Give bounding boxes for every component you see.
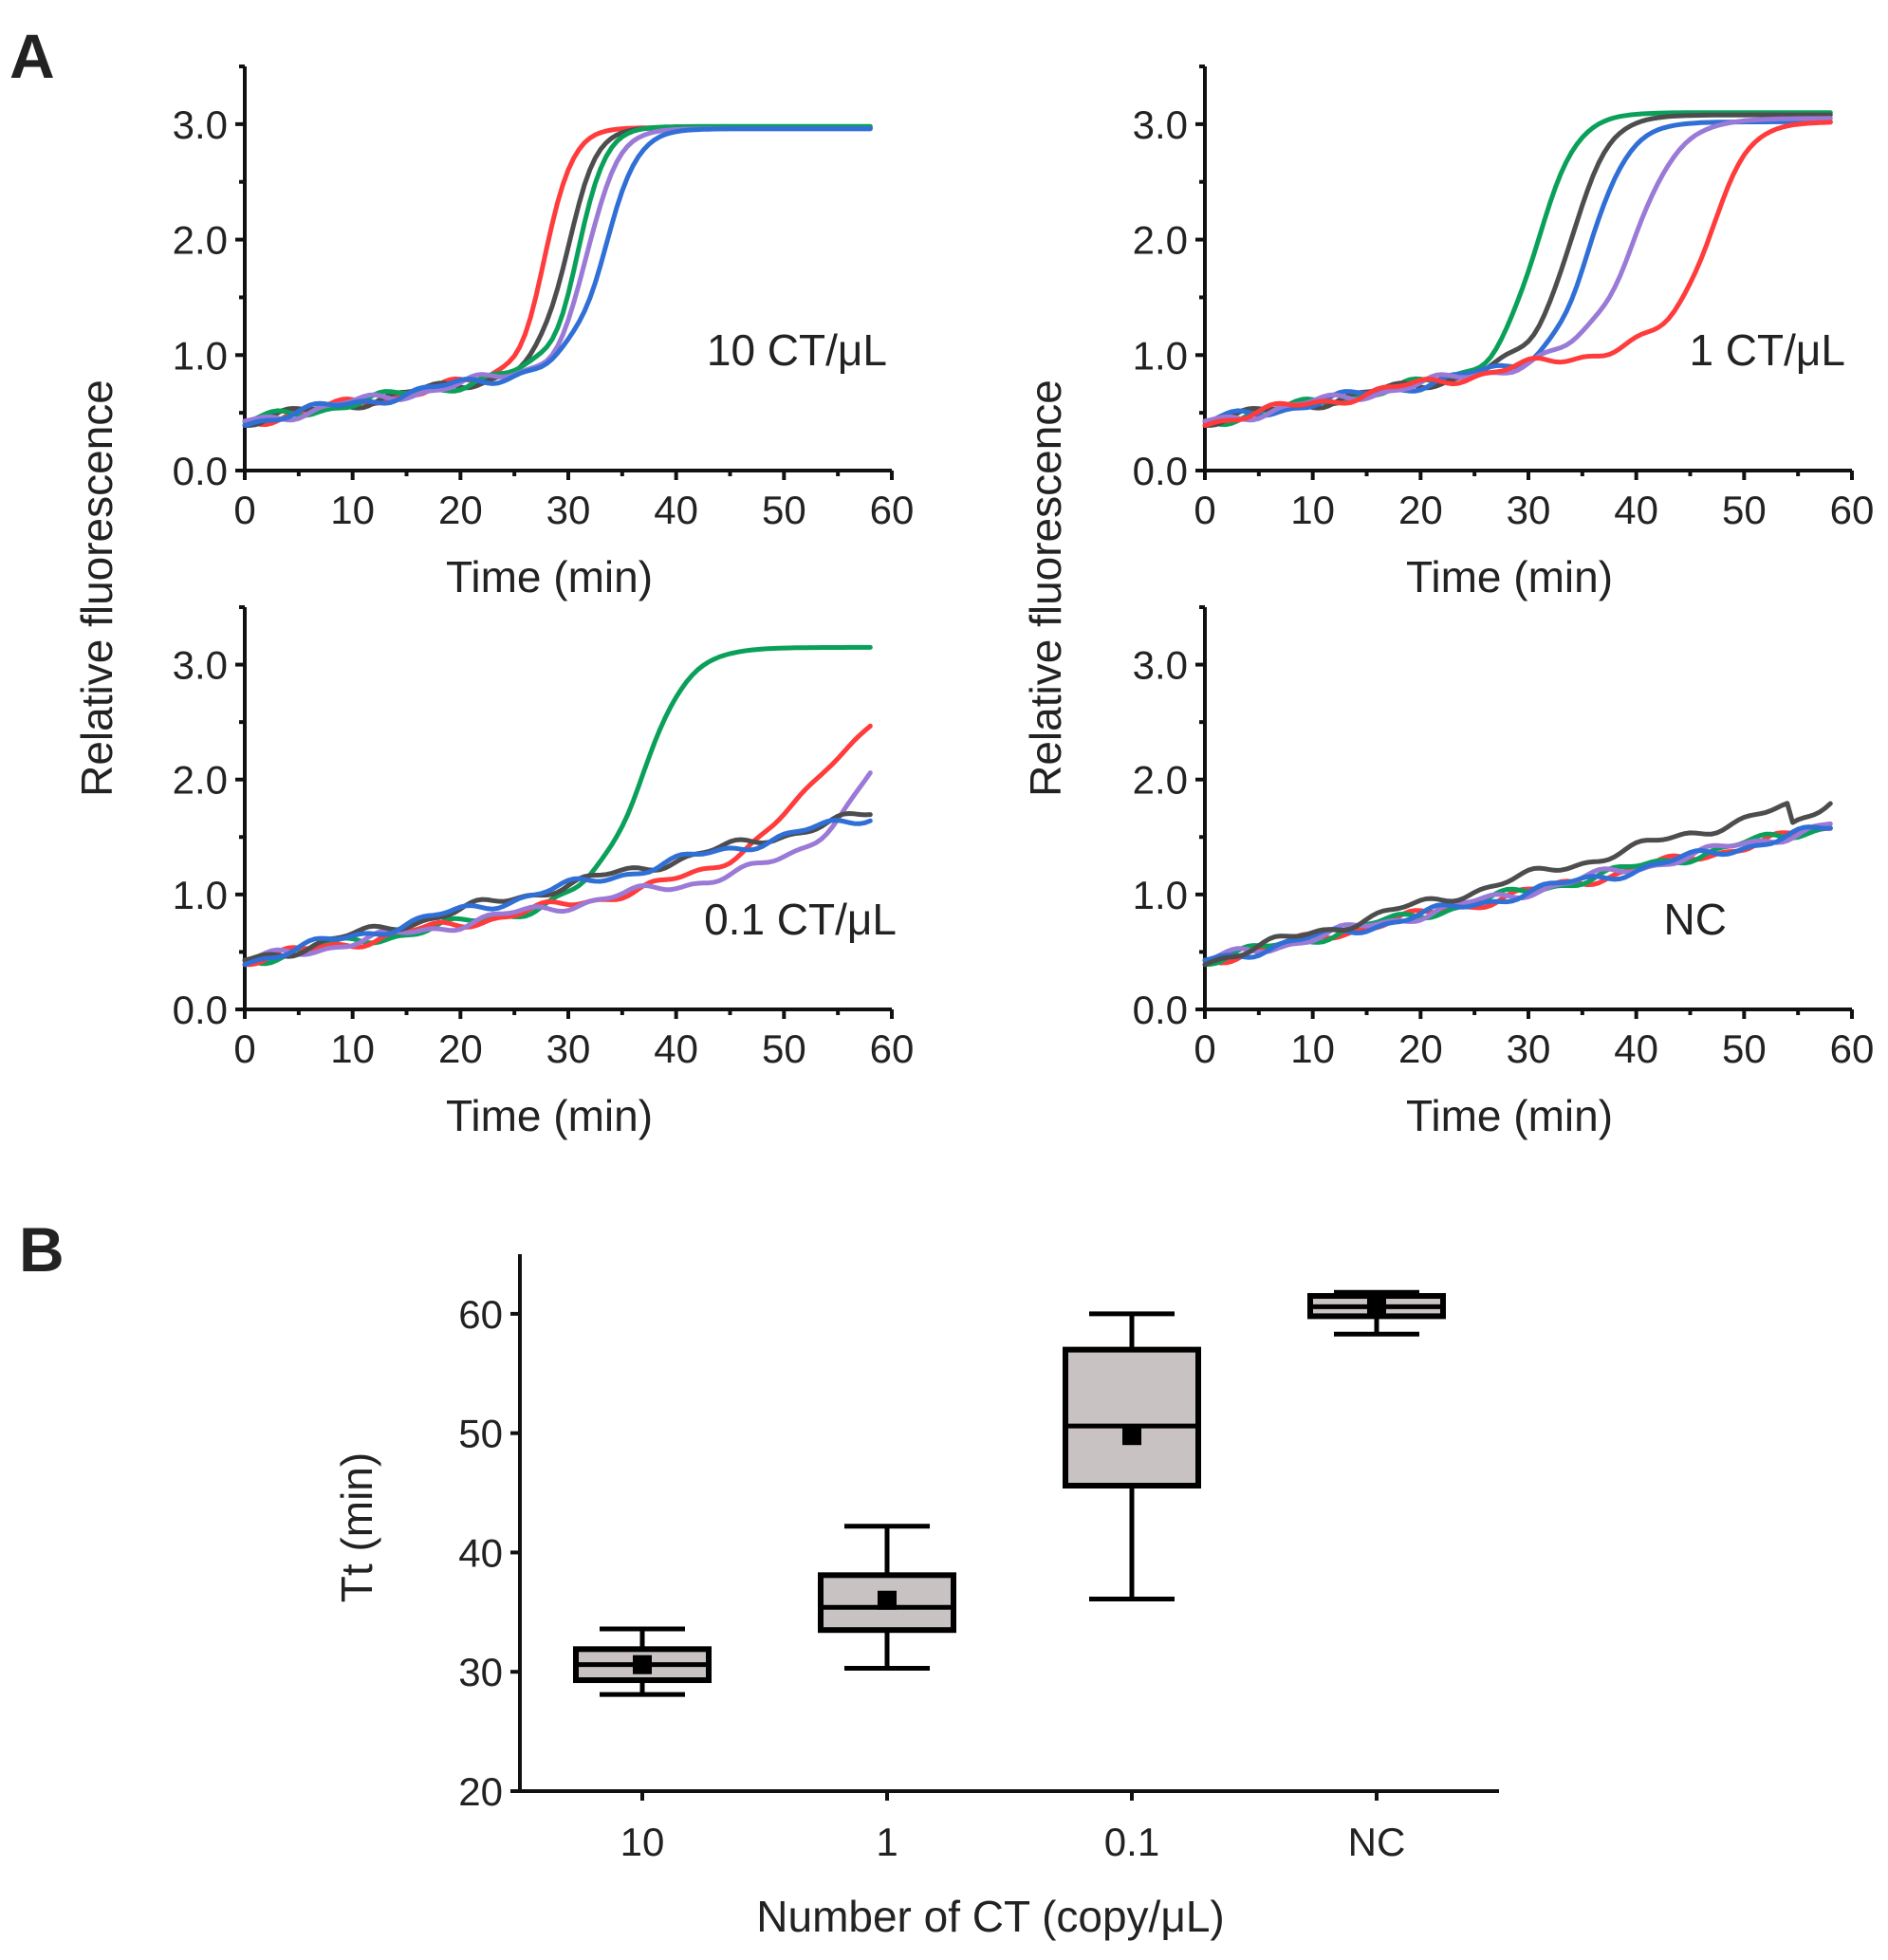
concentration-annotation: 0.1 CT/μL xyxy=(704,895,897,944)
concentration-annotation: 10 CT/μL xyxy=(707,325,887,375)
x-tick-label: 50 xyxy=(762,488,806,532)
x-axis-label: Time (min) xyxy=(446,552,653,601)
x-tick-label: 50 xyxy=(1722,1026,1767,1071)
mean-marker xyxy=(633,1655,652,1674)
y-axis-label: Relative fluorescence xyxy=(72,379,121,797)
x-tick-label: 40 xyxy=(1614,488,1658,532)
x-tick-label: NC xyxy=(1348,1820,1406,1864)
y-tick-label: 2.0 xyxy=(1133,218,1188,263)
x-tick-label: 1 xyxy=(876,1820,898,1864)
panel-label-a: A xyxy=(9,21,55,91)
x-tick-label: 20 xyxy=(1398,488,1443,532)
y-tick-label: 3.0 xyxy=(1133,102,1188,147)
mean-marker xyxy=(1122,1426,1141,1446)
y-tick-label: 3.0 xyxy=(173,102,228,147)
series-line-red xyxy=(242,125,873,427)
y-tick-label: 0.0 xyxy=(173,988,228,1032)
concentration-annotation: NC xyxy=(1664,895,1727,944)
y-tick-label: 2.0 xyxy=(173,758,228,803)
x-tick-label: 0 xyxy=(233,1026,255,1071)
y-axis-label: Tt (min) xyxy=(332,1452,381,1602)
x-tick-label: 60 xyxy=(1830,488,1875,532)
y-axis-label: Relative fluorescence xyxy=(1021,379,1070,797)
panel-label-b: B xyxy=(19,1214,65,1285)
mean-marker xyxy=(1367,1297,1386,1317)
x-tick-label: 10 xyxy=(620,1820,665,1864)
x-tick-label: 60 xyxy=(870,1026,915,1071)
x-tick-label: 10 xyxy=(1290,1026,1335,1071)
x-tick-label: 10 xyxy=(330,1026,375,1071)
y-tick-label: 3.0 xyxy=(1133,643,1188,688)
chart-a2: 0 10 20 30 40 50 60 0.0 1.0 2.0 3.0 Time (min) Relat… xyxy=(1021,65,1875,797)
y-tick-label: 2.0 xyxy=(1133,758,1188,803)
x-tick-label: 20 xyxy=(438,488,483,532)
series-line-black xyxy=(1202,801,1833,968)
x-tick-label: 40 xyxy=(654,1026,698,1071)
x-axis-label: Time (min) xyxy=(446,1091,653,1140)
x-tick-label: 30 xyxy=(1507,1026,1551,1071)
x-tick-label: 60 xyxy=(1830,1026,1875,1071)
x-tick-label: 40 xyxy=(654,488,698,532)
x-tick-label: 0 xyxy=(1194,488,1215,532)
iqr-box xyxy=(1063,1346,1201,1489)
x-tick-label: 50 xyxy=(1722,488,1767,532)
x-tick-label: 10 xyxy=(330,488,375,532)
series-line-purple xyxy=(242,770,873,964)
x-tick-label: 50 xyxy=(762,1026,806,1071)
y-tick-label: 1.0 xyxy=(173,333,228,378)
x-tick-label: 0.1 xyxy=(1104,1820,1159,1864)
mean-marker xyxy=(878,1590,897,1610)
series-line-blue xyxy=(1202,824,1833,963)
series-line-blue xyxy=(242,126,873,428)
x-tick-label: 30 xyxy=(546,1026,591,1071)
x-tick-label: 30 xyxy=(546,488,591,532)
x-axis-label: Time (min) xyxy=(1406,552,1613,601)
series-line-black xyxy=(1202,112,1833,428)
y-tick-label: 1.0 xyxy=(173,873,228,917)
y-tick-label: 60 xyxy=(458,1292,503,1337)
series-line-blue xyxy=(242,818,873,968)
x-tick-label: 20 xyxy=(1398,1026,1443,1071)
y-tick-label: 0.0 xyxy=(1133,988,1188,1032)
x-tick-label: 0 xyxy=(233,488,255,532)
chart-a1: 0 10 20 30 40 50 60 0.0 1.0 2.0 3.0 Time (min) Relat… xyxy=(72,65,915,797)
y-tick-label: 50 xyxy=(458,1412,503,1456)
x-tick-label: 20 xyxy=(438,1026,483,1071)
series-line-green xyxy=(242,123,873,425)
x-tick-label: 60 xyxy=(870,488,915,532)
x-axis-label: Number of CT (copy/μL) xyxy=(756,1892,1224,1941)
chart-a4: 0 10 20 30 40 50 60 0.0 1.0 2.0 3.0 Time (min) NC xyxy=(1133,605,1875,1140)
y-tick-label: 1.0 xyxy=(1133,333,1188,378)
concentration-annotation: 1 CT/μL xyxy=(1689,325,1845,375)
y-tick-label: 30 xyxy=(458,1650,503,1694)
x-tick-label: 40 xyxy=(1614,1026,1658,1071)
y-tick-label: 0.0 xyxy=(173,449,228,493)
chart-b-boxplot: 20 30 40 50 60 Tt (min) 10 1 0.1 NC Number of CT (… xyxy=(332,1254,1499,1941)
y-tick-label: 3.0 xyxy=(173,643,228,688)
series-line-black xyxy=(242,125,873,428)
x-axis-label: Time (min) xyxy=(1406,1091,1613,1140)
x-tick-label: 0 xyxy=(1194,1026,1215,1071)
y-tick-label: 40 xyxy=(458,1530,503,1575)
x-tick-label: 30 xyxy=(1507,488,1551,532)
series-line-purple xyxy=(242,126,873,424)
series-line-red xyxy=(1202,120,1833,428)
series-line-green xyxy=(1202,110,1833,427)
y-tick-label: 20 xyxy=(458,1769,503,1814)
y-tick-label: 0.0 xyxy=(1133,449,1188,493)
chart-a3: 0 10 20 30 40 50 60 0.0 1.0 2.0 3.0 Time (min) 0.1 C… xyxy=(173,605,915,1140)
y-tick-label: 1.0 xyxy=(1133,873,1188,917)
y-tick-label: 2.0 xyxy=(173,218,228,263)
x-tick-label: 10 xyxy=(1290,488,1335,532)
